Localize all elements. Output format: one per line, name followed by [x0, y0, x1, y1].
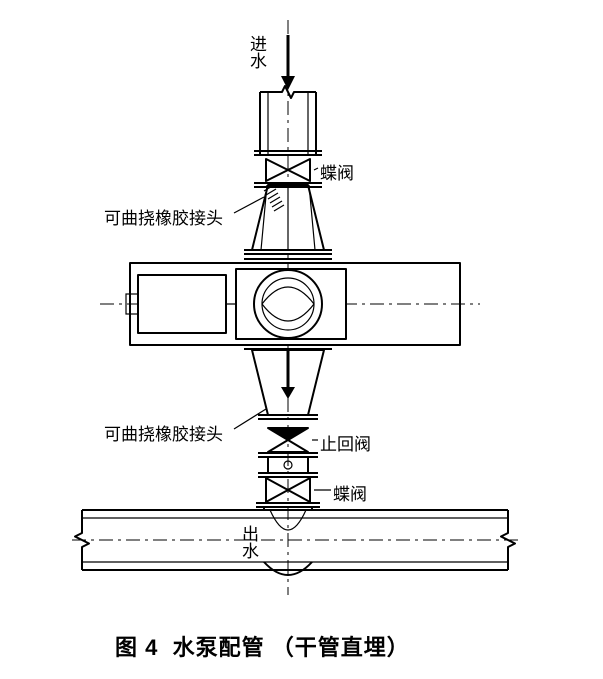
caption-number: 图 4: [115, 635, 158, 660]
flex-joint-2-label: 可曲挠橡胶接头: [104, 420, 223, 445]
inlet-label: 进水: [244, 35, 269, 69]
butterfly-valve-2-label: 蝶阀: [333, 480, 367, 505]
diagram-svg: [0, 0, 603, 679]
pump-piping-diagram: 进水 蝶阀 可曲挠橡胶接头 可曲挠橡胶接头 止回阀 蝶阀 出水 图 4 水泵配管…: [0, 0, 603, 679]
caption-text: 水泵配管 （干管直埋）: [173, 635, 410, 660]
butterfly-valve-1-label: 蝶阀: [320, 159, 354, 184]
check-valve-label: 止回阀: [320, 430, 371, 455]
flex-joint-1-label: 可曲挠橡胶接头: [104, 204, 223, 229]
outlet-label: 出水: [236, 525, 261, 559]
figure-caption: 图 4 水泵配管 （干管直埋）: [115, 630, 410, 662]
